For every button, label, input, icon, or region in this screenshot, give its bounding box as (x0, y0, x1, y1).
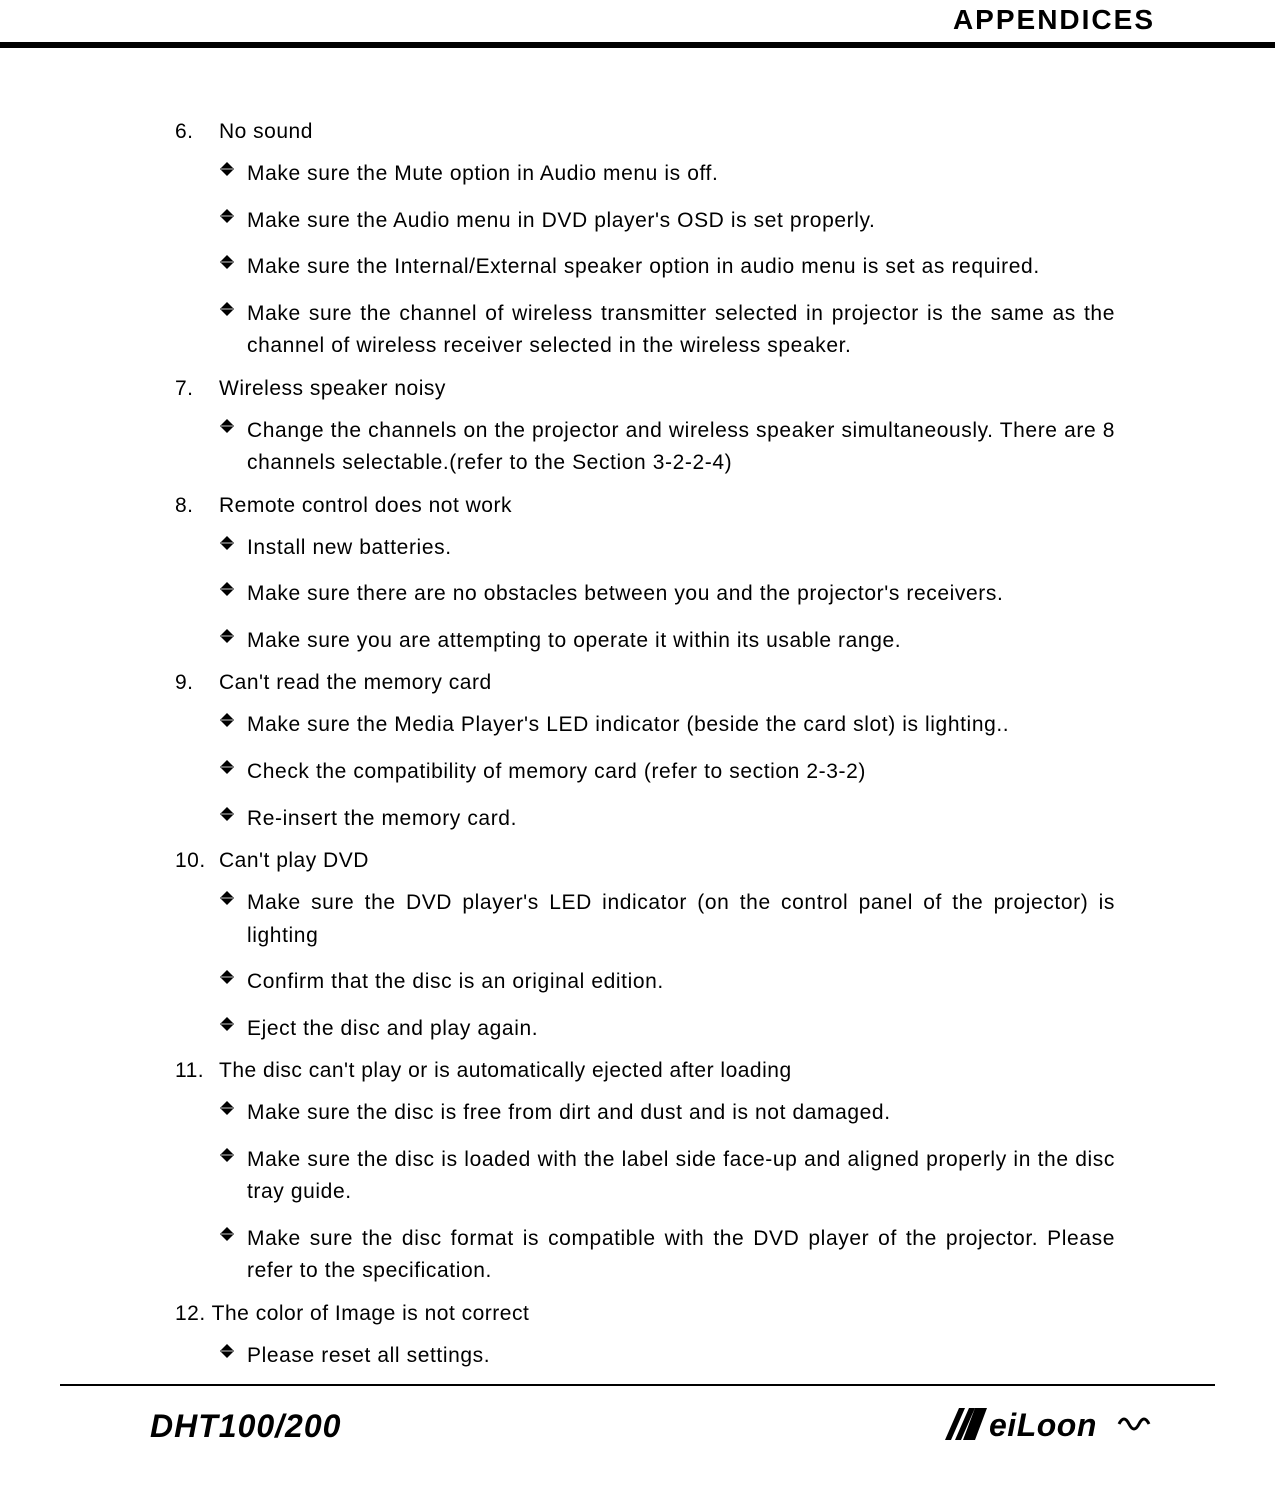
bullet-list: Make sure the Mute option in Audio menu … (219, 158, 1115, 363)
troubleshoot-entry: 8.Remote control does not work Install ne… (175, 494, 1115, 658)
diamond-bullet-icon (219, 1100, 237, 1118)
entry-number: 11. (175, 1059, 219, 1083)
entry-title: Wireless speaker noisy (219, 377, 1115, 401)
bullet-list: Make sure the Media Player's LED indicat… (219, 709, 1115, 835)
bullet-text: Eject the disc and play again. (247, 1013, 538, 1046)
bullet-text: Re-insert the memory card. (247, 803, 517, 836)
diamond-bullet-icon (219, 535, 237, 553)
troubleshoot-entry: 10.Can't play DVD Make sure the DVD playe… (175, 849, 1115, 1045)
bullet-text: Make sure the Mute option in Audio menu … (247, 158, 718, 191)
header-title: APPENDICES (953, 4, 1155, 36)
bullet-item: Check the compatibility of memory card (… (219, 756, 1115, 789)
diamond-bullet-icon (219, 301, 237, 319)
entry-title: Can't play DVD (219, 849, 1115, 873)
diamond-bullet-icon (219, 418, 237, 436)
bullet-text: Make sure the disc is loaded with the la… (247, 1144, 1115, 1209)
diamond-bullet-icon (219, 581, 237, 599)
troubleshoot-entry: 12. The color of Image is not correct Ple… (175, 1302, 1115, 1373)
bullet-item: Make sure the disc format is compatible … (219, 1223, 1115, 1288)
bullet-item: Confirm that the disc is an original edi… (219, 966, 1115, 999)
diamond-bullet-icon (219, 1016, 237, 1034)
diamond-bullet-icon (219, 1343, 237, 1361)
bullet-item: Make sure the Audio menu in DVD player's… (219, 205, 1115, 238)
diamond-bullet-icon (219, 1226, 237, 1244)
troubleshoot-entry: 7.Wireless speaker noisy Change the chann… (175, 377, 1115, 480)
diamond-bullet-icon (219, 890, 237, 908)
bullet-text: Make sure the Media Player's LED indicat… (247, 709, 1009, 742)
entry-heading: 6.No sound (175, 120, 1115, 144)
bullet-text: Install new batteries. (247, 532, 452, 565)
bullet-list: Make sure the disc is free from dirt and… (219, 1097, 1115, 1288)
bullet-list: Please reset all settings. (219, 1340, 1115, 1373)
bullet-text: Make sure the Internal/External speaker … (247, 251, 1040, 284)
bullet-text: Confirm that the disc is an original edi… (247, 966, 664, 999)
bullet-item: Make sure the Internal/External speaker … (219, 251, 1115, 284)
diamond-bullet-icon (219, 969, 237, 987)
content-body: 6.No sound Make sure the Mute option in A… (175, 120, 1115, 1387)
bullet-item: Please reset all settings. (219, 1340, 1115, 1373)
bullet-item: Make sure you are attempting to operate … (219, 625, 1115, 658)
bullet-item: Make sure there are no obstacles between… (219, 578, 1115, 611)
diamond-bullet-icon (219, 712, 237, 730)
footer-rule (60, 1384, 1215, 1386)
bullet-text: Make sure the channel of wireless transm… (247, 298, 1115, 363)
diamond-bullet-icon (219, 628, 237, 646)
entry-heading: 10.Can't play DVD (175, 849, 1115, 873)
diamond-bullet-icon (219, 806, 237, 824)
entry-heading: 12. The color of Image is not correct (175, 1302, 1115, 1326)
diamond-bullet-icon (219, 1147, 237, 1165)
bullet-item: Make sure the channel of wireless transm… (219, 298, 1115, 363)
bullet-list: Install new batteries. Make sure there ar… (219, 532, 1115, 658)
bullet-item: Re-insert the memory card. (219, 803, 1115, 836)
entry-number: 10. (175, 849, 219, 873)
bullet-item: Eject the disc and play again. (219, 1013, 1115, 1046)
bullet-text: Make sure the disc format is compatible … (247, 1223, 1115, 1288)
bullet-item: Make sure the Media Player's LED indicat… (219, 709, 1115, 742)
bullet-item: Install new batteries. (219, 532, 1115, 565)
entry-title: No sound (219, 120, 1115, 144)
bullet-text: Make sure the DVD player's LED indicator… (247, 887, 1115, 952)
bullet-text: Make sure there are no obstacles between… (247, 578, 1003, 611)
entry-title: The disc can't play or is automatically … (219, 1059, 1115, 1083)
entry-number: 9. (175, 671, 219, 695)
bullet-item: Change the channels on the projector and… (219, 415, 1115, 480)
bullet-text: Change the channels on the projector and… (247, 415, 1115, 480)
page-header: APPENDICES (0, 0, 1275, 50)
bullet-text: Make sure the disc is free from dirt and… (247, 1097, 891, 1130)
troubleshoot-entry: 11.The disc can't play or is automatical… (175, 1059, 1115, 1288)
entry-number: 8. (175, 494, 219, 518)
entry-number: 7. (175, 377, 219, 401)
svg-text:eiLoon: eiLoon (989, 1407, 1097, 1443)
bullet-item: Make sure the disc is loaded with the la… (219, 1144, 1115, 1209)
bullet-item: Make sure the DVD player's LED indicator… (219, 887, 1115, 952)
entry-heading: 7.Wireless speaker noisy (175, 377, 1115, 401)
entry-heading: 8.Remote control does not work (175, 494, 1115, 518)
bullet-text: Please reset all settings. (247, 1340, 490, 1373)
entry-title: Remote control does not work (219, 494, 1115, 518)
bullet-list: Change the channels on the projector and… (219, 415, 1115, 480)
entry-number: 6. (175, 120, 219, 144)
bullet-text: Make sure the Audio menu in DVD player's… (247, 205, 875, 238)
brand-logo: eiLoon (945, 1402, 1155, 1446)
diamond-bullet-icon (219, 161, 237, 179)
header-rule (0, 42, 1275, 48)
troubleshoot-entry: 9.Can't read the memory card Make sure th… (175, 671, 1115, 835)
diamond-bullet-icon (219, 254, 237, 272)
entry-heading: 11.The disc can't play or is automatical… (175, 1059, 1115, 1083)
diamond-bullet-icon (219, 208, 237, 226)
bullet-item: Make sure the Mute option in Audio menu … (219, 158, 1115, 191)
bullet-text: Check the compatibility of memory card (… (247, 756, 866, 789)
entry-heading: 9.Can't read the memory card (175, 671, 1115, 695)
troubleshoot-entry: 6.No sound Make sure the Mute option in A… (175, 120, 1115, 363)
entry-title: Can't read the memory card (219, 671, 1115, 695)
bullet-text: Make sure you are attempting to operate … (247, 625, 901, 658)
footer-model: DHT100/200 (150, 1408, 341, 1445)
entry-title: The color of Image is not correct (212, 1302, 530, 1325)
bullet-item: Make sure the disc is free from dirt and… (219, 1097, 1115, 1130)
bullet-list: Make sure the DVD player's LED indicator… (219, 887, 1115, 1045)
page-footer: DHT100/200 eiLoon (0, 1384, 1275, 1464)
entry-number: 12. (175, 1302, 206, 1325)
diamond-bullet-icon (219, 759, 237, 777)
